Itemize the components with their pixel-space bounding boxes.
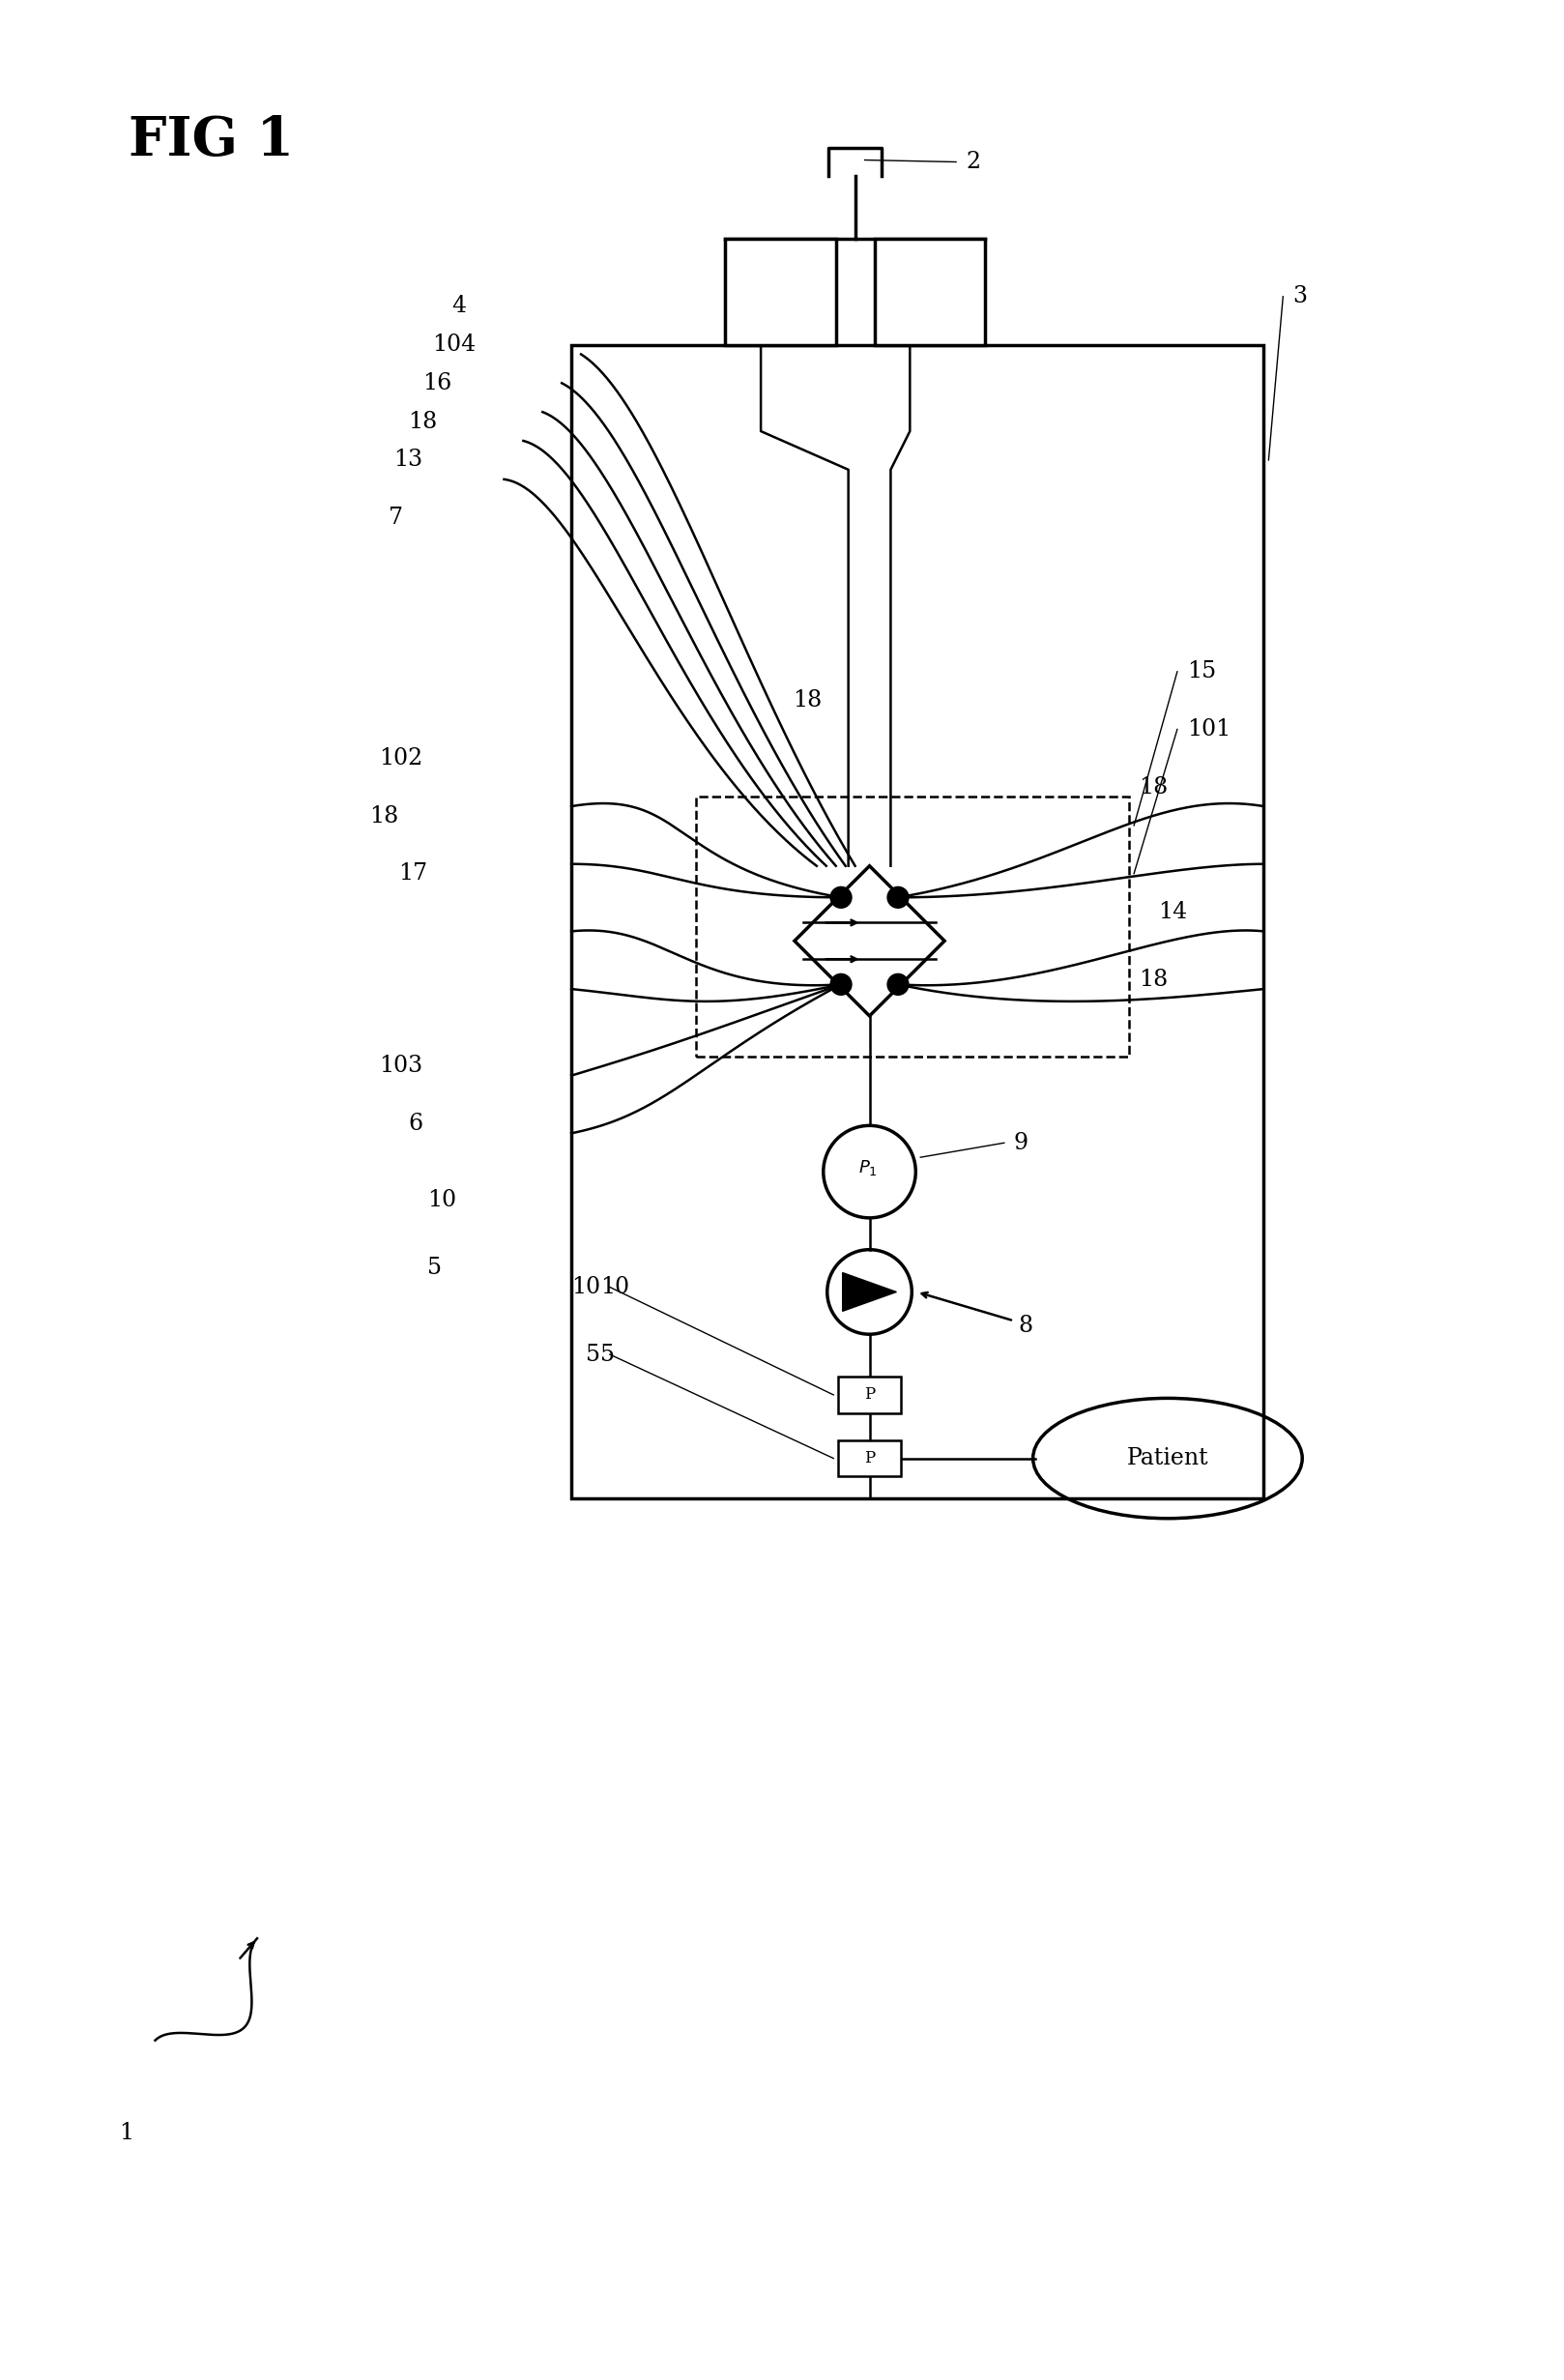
Text: 17: 17 [399,862,427,885]
Text: 7: 7 [389,507,404,528]
Text: 16: 16 [422,371,452,395]
Text: 5: 5 [586,1342,601,1366]
Text: 14: 14 [1157,902,1187,923]
Circle shape [830,888,851,909]
Bar [838,1440,901,1476]
Text: P: P [863,1449,874,1466]
Text: 5: 5 [601,1342,615,1366]
Text: 10: 10 [571,1276,601,1297]
Bar [696,797,1129,1057]
Bar [571,345,1264,1499]
Circle shape [830,973,851,995]
Text: 101: 101 [1187,719,1231,740]
Text: FIG 1: FIG 1 [130,114,294,167]
Text: 9: 9 [1013,1133,1029,1154]
Text: 103: 103 [378,1054,422,1078]
Text: P: P [863,1388,874,1404]
Text: 6: 6 [408,1111,422,1135]
Text: 8: 8 [1018,1314,1034,1338]
Bar [726,238,835,345]
Text: 18: 18 [369,804,399,826]
Text: 5: 5 [427,1257,441,1278]
Text: 15: 15 [1187,662,1215,683]
Text: 18: 18 [1139,776,1168,797]
Bar [838,1376,901,1414]
Text: $P_1$: $P_1$ [859,1159,877,1178]
Text: 13: 13 [394,450,422,471]
Circle shape [887,973,909,995]
Text: 4: 4 [450,295,466,317]
Text: 10: 10 [427,1190,457,1211]
Text: 102: 102 [378,747,422,769]
Bar [874,238,985,345]
Text: 18: 18 [408,409,438,433]
Text: 18: 18 [793,690,821,712]
Text: Patient: Patient [1126,1447,1209,1468]
Polygon shape [843,1273,896,1311]
Circle shape [887,888,909,909]
Text: 1: 1 [119,2123,135,2144]
Text: 2: 2 [965,150,981,174]
Text: 10: 10 [601,1276,629,1297]
Text: 104: 104 [432,333,475,355]
Text: 18: 18 [1139,969,1168,990]
Polygon shape [795,866,945,1016]
Text: 3: 3 [1292,286,1308,307]
